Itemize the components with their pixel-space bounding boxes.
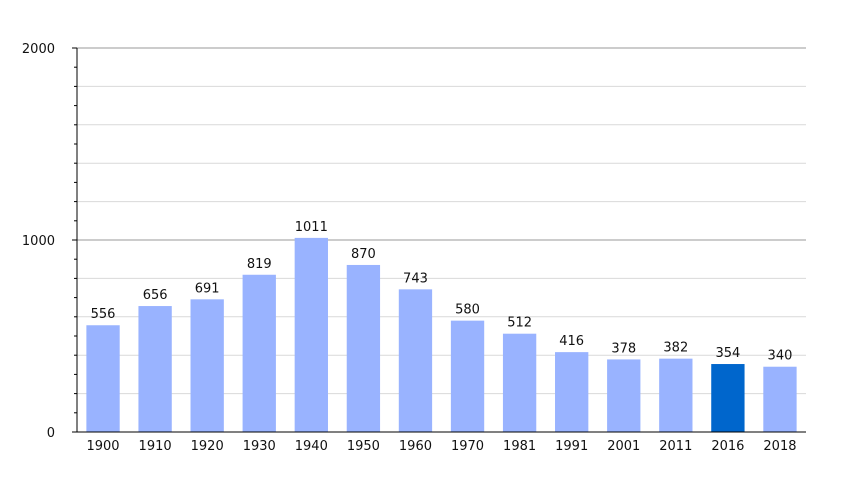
bar-2011 [659, 358, 693, 432]
bar-2001 [607, 359, 641, 432]
data-label-1920: 691 [195, 281, 220, 296]
bar-1940 [294, 237, 328, 432]
gridlines [77, 47, 806, 395]
data-label-1981: 512 [507, 316, 532, 331]
data-label-1930: 819 [247, 257, 272, 272]
data-label-1910: 656 [143, 288, 168, 303]
data-label-1991: 416 [559, 334, 584, 349]
x-tick-label-1940: 1940 [295, 439, 328, 454]
x-tick-label-1950: 1950 [347, 439, 380, 454]
x-tick-label-1981: 1981 [503, 439, 536, 454]
bar-2016 [711, 364, 745, 432]
data-label-1950: 870 [351, 247, 376, 262]
data-label-1940: 1011 [295, 220, 328, 235]
bar-1920 [190, 299, 224, 432]
axes: 0 1000 2000 1900 1910 1920 1930 1940 1950 1960 197… [22, 42, 806, 454]
bar-1991 [555, 352, 589, 432]
bar-2018 [763, 366, 797, 432]
x-tick-label-1900: 1900 [86, 439, 119, 454]
data-label-2016: 354 [715, 346, 740, 361]
x-tick-label-1920: 1920 [191, 439, 224, 454]
data-label-1900: 556 [91, 307, 116, 322]
x-tick-label-1960: 1960 [399, 439, 432, 454]
x-tick-label-2016: 2016 [711, 439, 744, 454]
bar-1960 [398, 289, 433, 432]
data-label-1960: 743 [403, 271, 428, 286]
bar-1981 [502, 333, 537, 432]
bar-1900 [86, 325, 120, 432]
x-tick-label-2011: 2011 [659, 439, 692, 454]
bar-1930 [242, 274, 276, 432]
x-tick-label-2001: 2001 [607, 439, 640, 454]
x-tick-label-1970: 1970 [451, 439, 484, 454]
bars [86, 237, 797, 432]
data-label-2018: 340 [768, 349, 793, 364]
bar-1950 [346, 264, 381, 432]
data-label-2011: 382 [663, 341, 688, 356]
data-label-1970: 580 [455, 303, 480, 318]
y-tick-label: 2000 [22, 42, 55, 57]
x-tick-label-1930: 1930 [243, 439, 276, 454]
y-tick-label: 1000 [22, 234, 55, 249]
y-tick-label: 0 [47, 426, 55, 441]
data-label-2001: 378 [611, 341, 636, 356]
data-labels: 556 656 691 819 1011 870 743 580 512 416 378 382 354… [91, 220, 793, 364]
x-tick-label-2018: 2018 [763, 439, 796, 454]
x-tick-label-1910: 1910 [139, 439, 172, 454]
x-tick-label-1991: 1991 [555, 439, 588, 454]
bar-1970 [450, 320, 485, 432]
bar-1910 [138, 306, 172, 432]
